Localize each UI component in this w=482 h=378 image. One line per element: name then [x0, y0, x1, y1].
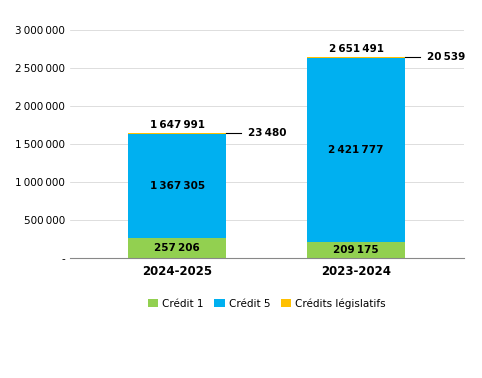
Bar — [128, 238, 227, 258]
Text: 20 539: 20 539 — [427, 51, 465, 62]
Text: 23 480: 23 480 — [248, 128, 286, 138]
Bar — [128, 135, 227, 238]
Text: 257 206: 257 206 — [154, 243, 200, 253]
Text: 1 367 305: 1 367 305 — [150, 181, 205, 191]
Bar — [128, 133, 227, 135]
Bar — [307, 58, 405, 242]
Bar — [307, 57, 405, 58]
Text: 209 175: 209 175 — [334, 245, 379, 255]
Bar — [307, 242, 405, 258]
Legend: Crédit 1, Crédit 5, Crédits législatifs: Crédit 1, Crédit 5, Crédits législatifs — [144, 294, 390, 313]
Text: 2 651 491: 2 651 491 — [329, 44, 384, 54]
Text: 1 647 991: 1 647 991 — [150, 121, 205, 130]
Text: 2 421 777: 2 421 777 — [328, 145, 384, 155]
